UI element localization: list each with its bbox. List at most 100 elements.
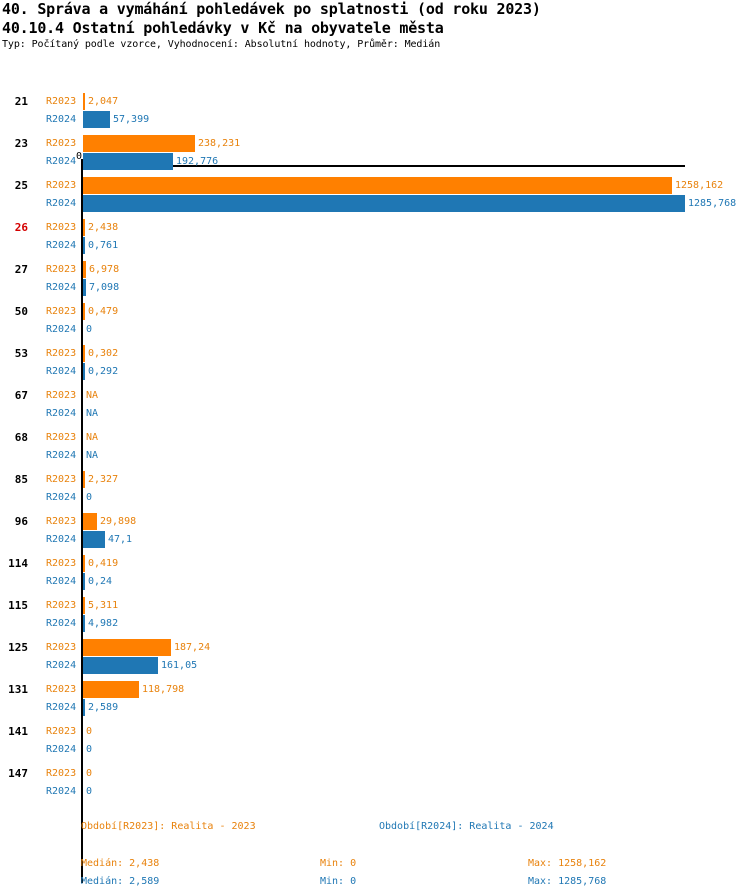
bar-r2023[interactable] bbox=[83, 471, 85, 488]
bar-r2024[interactable] bbox=[83, 237, 85, 254]
bar-value-label: 6,978 bbox=[89, 264, 120, 275]
bar-row-r2024: R2024 47,1 bbox=[0, 531, 750, 549]
bar-r2023[interactable] bbox=[83, 177, 672, 194]
bar-value-label: 47,1 bbox=[108, 534, 133, 545]
bar-value-label: 0 bbox=[86, 744, 93, 755]
bar-value-label: 2,047 bbox=[88, 96, 119, 107]
bar-r2024[interactable] bbox=[83, 279, 86, 296]
row-category-label: 141 bbox=[8, 725, 28, 738]
bar-row-r2024: R2024 2,589 bbox=[0, 699, 750, 717]
bar-row-r2024: R2024 192,776 bbox=[0, 153, 750, 171]
bar-r2023[interactable] bbox=[83, 219, 85, 236]
bar-row-r2024: R2024 1285,768 bbox=[0, 195, 750, 213]
row-category-label: 23 bbox=[14, 137, 28, 150]
bar-r2023[interactable] bbox=[83, 597, 85, 614]
bar-row-r2024: R2024 4,982 bbox=[0, 615, 750, 633]
stats-row-2024: Medián: 2,589 Min: 0 Max: 1285,768 bbox=[0, 875, 750, 893]
series-label-r2023: R2023 bbox=[46, 306, 77, 317]
legend-item-2023: Období[R2023]: Realita - 2023 bbox=[81, 821, 256, 832]
bar-row-r2024: R2024 0 bbox=[0, 741, 750, 759]
row-category-label: 147 bbox=[8, 767, 28, 780]
bar-r2024[interactable] bbox=[83, 657, 158, 674]
bar-row-r2023: R2023 NA bbox=[0, 429, 750, 447]
bar-r2024[interactable] bbox=[83, 531, 105, 548]
chart-row-group: 23 R2023 238,231 R2024 192,776 bbox=[0, 132, 750, 174]
bar-r2023[interactable] bbox=[83, 135, 195, 152]
bar-row-r2023: R2023 0,479 bbox=[0, 303, 750, 321]
chart-row-group: 25 R2023 1258,162 R2024 1285,768 bbox=[0, 174, 750, 216]
series-label-r2023: R2023 bbox=[46, 474, 77, 485]
bar-row-r2024: R2024 NA bbox=[0, 447, 750, 465]
bar-r2023[interactable] bbox=[83, 639, 171, 656]
bar-row-r2024: R2024 NA bbox=[0, 405, 750, 423]
bar-r2024[interactable] bbox=[83, 573, 85, 590]
max-2024: Max: 1285,768 bbox=[528, 876, 607, 887]
bar-value-label: 2,438 bbox=[88, 222, 119, 233]
series-label-r2023: R2023 bbox=[46, 138, 77, 149]
row-category-label: 114 bbox=[8, 557, 28, 570]
bar-r2023[interactable] bbox=[83, 681, 139, 698]
row-category-label: 96 bbox=[14, 515, 28, 528]
stats-row-2023: Medián: 2,438 Min: 0 Max: 1258,162 bbox=[0, 857, 750, 875]
min-2023: Min: 0 bbox=[320, 858, 357, 869]
bar-r2024[interactable] bbox=[83, 195, 685, 212]
bar-r2023[interactable] bbox=[83, 513, 97, 530]
legend-row: Období[R2023]: Realita - 2023 Období[R20… bbox=[0, 820, 750, 838]
row-category-label: 125 bbox=[8, 641, 28, 654]
bar-value-label: 2,327 bbox=[88, 474, 119, 485]
row-category-label: 131 bbox=[8, 683, 28, 696]
max-2023: Max: 1258,162 bbox=[528, 858, 607, 869]
median-2023: Medián: 2,438 bbox=[81, 858, 160, 869]
chart-row-group: 68 R2023 NA R2024 NA bbox=[0, 426, 750, 468]
bar-r2023[interactable] bbox=[83, 303, 85, 320]
series-label-r2024: R2024 bbox=[46, 408, 77, 419]
bar-value-label: 5,311 bbox=[88, 600, 119, 611]
bar-row-r2023: R2023 2,047 bbox=[0, 93, 750, 111]
min-2024: Min: 0 bbox=[320, 876, 357, 887]
chart-row-group: 141 R2023 0 R2024 0 bbox=[0, 720, 750, 762]
bar-chart-plot-area: 0 21 R2023 2,047 R2024 57,399 23 R2023 238,231 R… bbox=[0, 76, 750, 883]
bar-value-label: 0,292 bbox=[88, 366, 119, 377]
bar-value-label: 4,982 bbox=[88, 618, 119, 629]
series-label-r2023: R2023 bbox=[46, 516, 77, 527]
bar-row-r2023: R2023 2,438 bbox=[0, 219, 750, 237]
series-label-r2023: R2023 bbox=[46, 390, 77, 401]
series-label-r2023: R2023 bbox=[46, 432, 77, 443]
bar-value-label: NA bbox=[86, 450, 99, 461]
series-label-r2024: R2024 bbox=[46, 744, 77, 755]
bar-value-label: 0 bbox=[86, 492, 93, 503]
bar-r2023[interactable] bbox=[83, 345, 85, 362]
chart-row-group: 67 R2023 NA R2024 NA bbox=[0, 384, 750, 426]
bar-r2024[interactable] bbox=[83, 699, 85, 716]
bar-row-r2024: R2024 0,292 bbox=[0, 363, 750, 381]
bar-r2023[interactable] bbox=[83, 93, 85, 110]
row-category-label: 21 bbox=[14, 95, 28, 108]
bar-value-label: 192,776 bbox=[176, 156, 219, 167]
bar-value-label: 0 bbox=[86, 786, 93, 797]
chart-row-group: 21 R2023 2,047 R2024 57,399 bbox=[0, 90, 750, 132]
bar-row-r2023: R2023 2,327 bbox=[0, 471, 750, 489]
bar-r2023[interactable] bbox=[83, 555, 85, 572]
row-category-label: 68 bbox=[14, 431, 28, 444]
bar-value-label: 1258,162 bbox=[675, 180, 724, 191]
bar-r2023[interactable] bbox=[83, 261, 86, 278]
bar-value-label: 161,05 bbox=[161, 660, 198, 671]
series-label-r2023: R2023 bbox=[46, 264, 77, 275]
series-label-r2023: R2023 bbox=[46, 96, 77, 107]
chart-row-group: 26 R2023 2,438 R2024 0,761 bbox=[0, 216, 750, 258]
bar-r2024[interactable] bbox=[83, 111, 110, 128]
series-label-r2024: R2024 bbox=[46, 366, 77, 377]
bar-row-r2023: R2023 5,311 bbox=[0, 597, 750, 615]
bar-value-label: 0,479 bbox=[88, 306, 119, 317]
bar-value-label: NA bbox=[86, 408, 99, 419]
bar-value-label: 1285,768 bbox=[688, 198, 737, 209]
bar-value-label: 0 bbox=[86, 324, 93, 335]
bar-r2024[interactable] bbox=[83, 615, 85, 632]
bar-r2024[interactable] bbox=[83, 153, 173, 170]
series-label-r2024: R2024 bbox=[46, 786, 77, 797]
bar-r2024[interactable] bbox=[83, 363, 85, 380]
bar-row-r2024: R2024 0,761 bbox=[0, 237, 750, 255]
chart-row-group: 50 R2023 0,479 R2024 0 bbox=[0, 300, 750, 342]
series-label-r2023: R2023 bbox=[46, 180, 77, 191]
series-label-r2024: R2024 bbox=[46, 576, 77, 587]
